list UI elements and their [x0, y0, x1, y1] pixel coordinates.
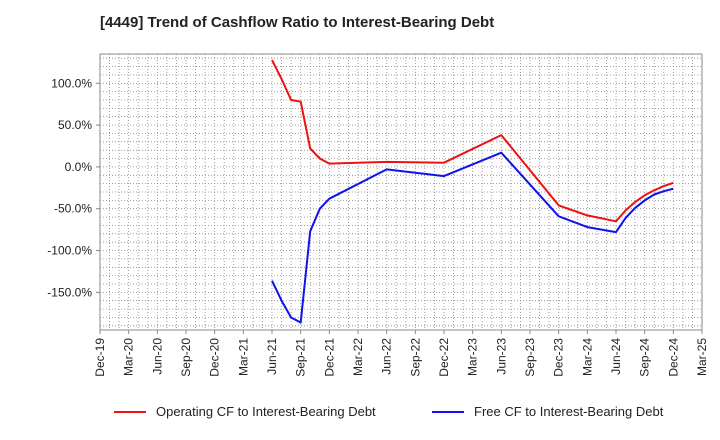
x-tick-label: Dec-23 — [552, 338, 566, 377]
chart-title: [4449] Trend of Cashflow Ratio to Intere… — [100, 14, 495, 31]
x-tick-label: Sep-23 — [523, 338, 537, 377]
x-tick-label: Jun-23 — [494, 338, 508, 375]
y-tick-label: -150.0% — [47, 285, 92, 299]
legend-swatch-free-cf — [432, 410, 464, 413]
plot-frame — [99, 53, 703, 331]
x-tick-label: Dec-21 — [322, 338, 336, 377]
x-tick-label: Jun-22 — [380, 338, 394, 375]
legend-item-free-cf: Free CF to Interest-Bearing Debt — [432, 404, 663, 419]
x-tick-label: Dec-19 — [93, 338, 107, 377]
x-tick-label: Dec-24 — [666, 338, 680, 377]
x-tick-label: Jun-20 — [150, 338, 164, 375]
series-layer — [271, 59, 674, 324]
x-tick-label: Jun-24 — [609, 338, 623, 375]
x-tick-label: Mar-24 — [580, 338, 594, 376]
x-tick-label: Sep-24 — [638, 338, 652, 377]
x-tick-label: Mar-20 — [122, 338, 136, 376]
y-tick-label: 100.0% — [51, 76, 92, 90]
x-tick-label: Mar-23 — [466, 338, 480, 376]
y-tick-label: 50.0% — [58, 118, 92, 132]
legend-item-operating-cf: Operating CF to Interest-Bearing Debt — [114, 404, 376, 419]
tick-layer: 100.0% 50.0% 0.0% -50.0% -100.0% -150.0% Dec-1… — [47, 76, 709, 376]
x-tick-label: Dec-20 — [208, 338, 222, 377]
y-tick-label: 0.0% — [65, 160, 93, 174]
y-tick-label: -100.0% — [47, 244, 92, 258]
series-line-operating-cf — [271, 59, 674, 223]
series-line-free-cf — [271, 151, 674, 324]
legend-label-free-cf: Free CF to Interest-Bearing Debt — [474, 404, 664, 419]
legend: Operating CF to Interest-Bearing Debt Fr… — [0, 404, 720, 426]
x-tick-label: Sep-22 — [408, 338, 422, 377]
grid-layer — [99, 54, 703, 330]
x-tick-label: Sep-20 — [179, 338, 193, 377]
x-tick-label: Mar-21 — [236, 338, 250, 376]
x-tick-label: Dec-22 — [437, 338, 451, 377]
x-tick-label: Jun-21 — [265, 338, 279, 375]
x-tick-label: Mar-25 — [695, 338, 709, 376]
legend-swatch-operating-cf — [114, 410, 146, 413]
x-tick-label: Mar-22 — [351, 338, 365, 376]
y-tick-label: -50.0% — [54, 202, 92, 216]
x-tick-label: Sep-21 — [294, 338, 308, 377]
legend-label-operating-cf: Operating CF to Interest-Bearing Debt — [156, 404, 376, 419]
